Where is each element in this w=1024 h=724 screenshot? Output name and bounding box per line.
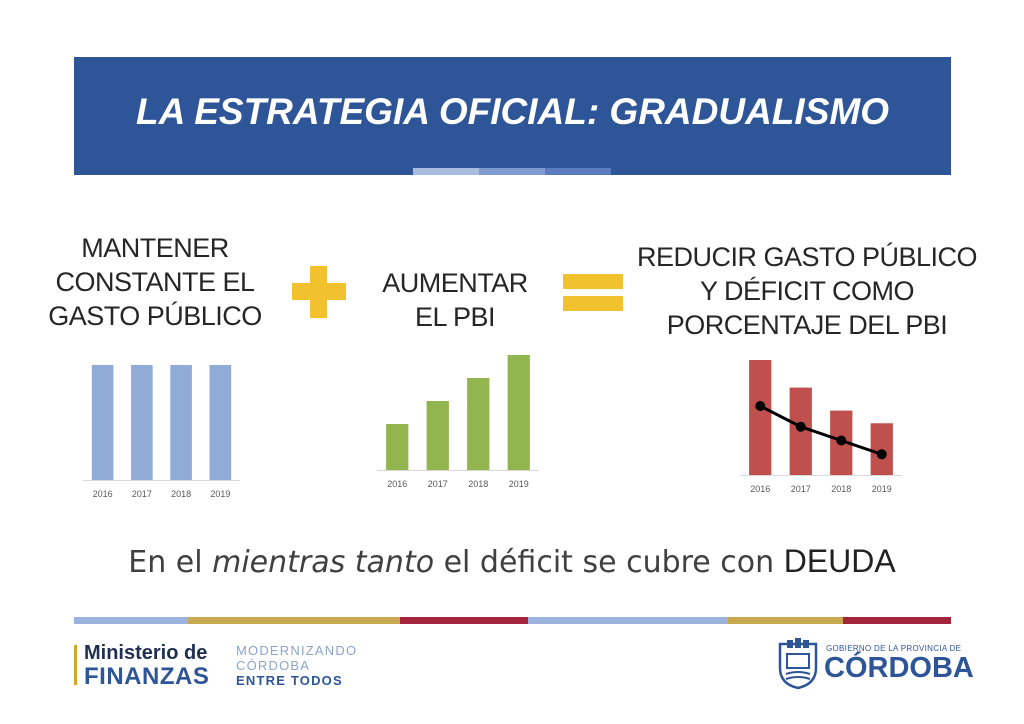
ministry-logo-bar: [74, 645, 77, 685]
statement-middle: el déficit se cubre con: [434, 545, 784, 580]
bar-2016: [91, 365, 114, 480]
chart-deficit: 2016 2017 2018 2019: [740, 360, 902, 494]
stripe-segment: [188, 617, 400, 624]
tick-label-2018: 2018: [831, 484, 851, 494]
trend-point-2017: [795, 421, 806, 432]
bar-2019: [507, 355, 530, 470]
page-title: LA ESTRATEGIA OFICIAL: GRADUALISMO: [136, 91, 889, 132]
heading-left: MANTENER CONSTANTE EL GASTO PÚBLICO: [30, 231, 280, 333]
stripe-segment: [528, 617, 728, 624]
heading-middle-line: EL PBI: [414, 302, 496, 332]
gov-logo-line2: CÓRDOBA: [824, 652, 974, 684]
tick-label-2017: 2017: [132, 489, 152, 499]
slogan-line: MODERNIZANDO: [236, 643, 358, 658]
statement-deuda: DEUDA: [783, 543, 896, 579]
stripe-segment: [728, 617, 843, 624]
trend-point-2019: [876, 449, 887, 460]
equals-icon: [563, 274, 623, 311]
heading-left-line: GASTO PÚBLICO: [48, 301, 262, 331]
tick-label-2019: 2019: [210, 489, 230, 499]
banner-accent-1: [413, 168, 479, 175]
tick-label-2019: 2019: [872, 484, 892, 494]
bar-2017: [131, 365, 153, 480]
trend-line: [759, 404, 883, 456]
tick-label-2018: 2018: [171, 489, 191, 499]
tick-label-2018: 2018: [468, 479, 488, 489]
heading-middle-line: AUMENTAR: [382, 268, 528, 298]
banner-accent-3: [545, 168, 611, 175]
coat-of-arms-icon: [778, 638, 818, 690]
chart-gasto-publico: 2016 2017 2018 2019: [83, 365, 240, 499]
tick-label-2016: 2016: [387, 479, 407, 489]
bar-2019: [209, 365, 232, 480]
heading-right: REDUCIR GASTO PÚBLICO Y DÉFICIT COMO POR…: [632, 240, 982, 342]
ministry-logo-line1: Ministerio de: [84, 642, 208, 664]
bar-2017: [426, 401, 449, 470]
tick-label-2016: 2016: [750, 484, 770, 494]
banner-accent-2: [479, 168, 545, 175]
deficit-statement: En el mientras tanto el déficit se cubre…: [0, 543, 1024, 580]
heading-right-line: PORCENTAJE DEL PBI: [666, 310, 948, 340]
heading-right-line: Y DÉFICIT COMO: [699, 276, 915, 306]
tick-label-2016: 2016: [93, 489, 113, 499]
slogan-line: CÓRDOBA: [236, 658, 311, 673]
ministry-logo-line2: FINANZAS: [84, 663, 210, 690]
heading-right-line: REDUCIR GASTO PÚBLICO: [636, 242, 978, 272]
bar-2018: [467, 378, 490, 470]
bar-2019: [870, 423, 893, 475]
gov-logo-line1: GOBIERNO DE LA PROVINCIA DE: [826, 644, 962, 653]
heading-middle: AUMENTAR EL PBI: [360, 266, 550, 334]
tick-label-2017: 2017: [791, 484, 811, 494]
bar-2018: [170, 365, 192, 480]
heading-left-line: MANTENER: [81, 233, 229, 263]
stripe-segment: [843, 617, 951, 624]
tick-label-2017: 2017: [428, 479, 448, 489]
title-banner: LA ESTRATEGIA OFICIAL: GRADUALISMO: [74, 57, 951, 175]
trend-point-2016: [755, 401, 766, 411]
statement-prefix: En el: [128, 545, 213, 580]
heading-left-line: CONSTANTE EL: [55, 267, 255, 297]
bar-2016: [749, 360, 772, 475]
plus-icon: [292, 266, 346, 318]
statement-italic: mientras tanto: [212, 545, 435, 580]
stripe-segment: [400, 617, 528, 624]
trend-point-2018: [836, 435, 847, 446]
slogan-line: ENTRE TODOS: [236, 673, 343, 688]
tick-label-2019: 2019: [509, 479, 529, 489]
chart-pbi: 2016 2017 2018 2019: [377, 355, 539, 489]
stripe-segment: [74, 617, 188, 624]
bar-2016: [386, 424, 409, 470]
